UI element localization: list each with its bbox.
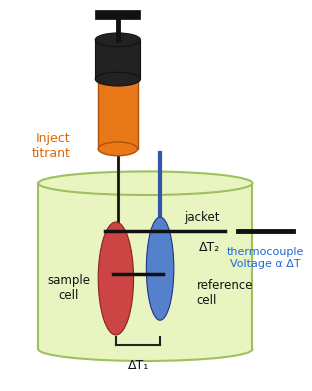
Ellipse shape bbox=[98, 142, 138, 156]
Text: ΔT₁: ΔT₁ bbox=[128, 359, 149, 372]
Bar bbox=[98, 63, 138, 149]
Ellipse shape bbox=[146, 217, 174, 320]
Ellipse shape bbox=[38, 337, 252, 361]
Text: thermocouple
Voltage α ΔT: thermocouple Voltage α ΔT bbox=[227, 247, 304, 269]
Text: sample
cell: sample cell bbox=[47, 274, 90, 302]
Ellipse shape bbox=[98, 222, 134, 335]
Bar bbox=[95, 40, 140, 79]
Ellipse shape bbox=[98, 56, 138, 69]
Bar bbox=[38, 183, 252, 349]
Text: jacket: jacket bbox=[184, 211, 220, 224]
Text: reference
cell: reference cell bbox=[197, 279, 253, 307]
Ellipse shape bbox=[38, 171, 252, 195]
Text: ΔT₂: ΔT₂ bbox=[199, 240, 220, 253]
Ellipse shape bbox=[95, 33, 140, 47]
Ellipse shape bbox=[95, 72, 140, 86]
Text: Inject
titrant: Inject titrant bbox=[32, 132, 71, 160]
